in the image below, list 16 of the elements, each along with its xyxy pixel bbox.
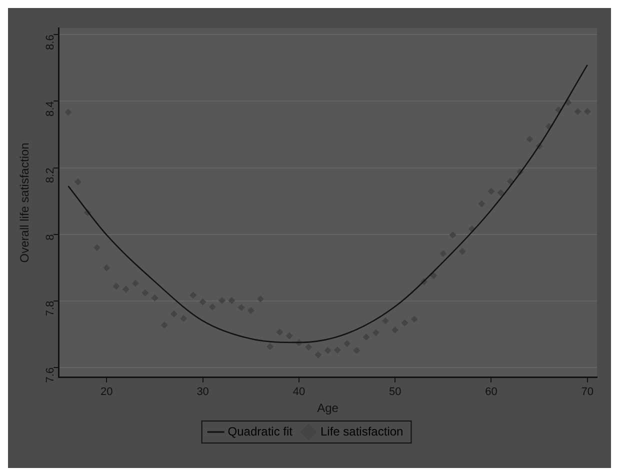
x-tick-label: 50 xyxy=(388,386,402,398)
y-tick-label: 8.2 xyxy=(44,168,57,184)
legend-label: Life satisfaction xyxy=(320,424,404,438)
y-tick-label: 8.4 xyxy=(44,101,57,117)
legend-label: Quadratic fit xyxy=(228,424,294,438)
y-tick-label: 8 xyxy=(44,234,57,240)
y-tick-label: 7.6 xyxy=(44,367,57,383)
x-tick-label: 40 xyxy=(292,386,306,398)
x-tick-label: 70 xyxy=(581,386,594,398)
y-tick-label: 8.6 xyxy=(44,34,57,50)
x-tick-label: 30 xyxy=(196,386,209,398)
y-axis-title: Overall life satisfaction xyxy=(18,142,32,263)
x-axis-title: Age xyxy=(317,401,339,416)
y-tick-label: 7.8 xyxy=(44,300,57,316)
x-tick-label: 60 xyxy=(485,386,498,398)
x-tick-label: 20 xyxy=(100,386,113,398)
